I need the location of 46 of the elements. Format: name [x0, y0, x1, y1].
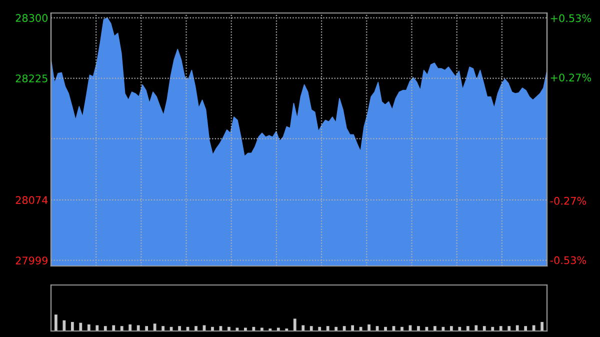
bar	[194, 326, 198, 331]
bar	[351, 325, 354, 331]
y-tick-label: 28225	[16, 74, 48, 82]
bar	[326, 326, 330, 331]
y2-tick-label: -0.27%	[550, 196, 586, 205]
bar	[310, 326, 313, 331]
bar	[293, 318, 296, 331]
y2-tick-label: +0.27%	[550, 74, 592, 82]
bar	[434, 326, 436, 331]
bar	[112, 325, 116, 331]
bar	[87, 324, 90, 331]
y-tick-label: 27999	[16, 256, 48, 264]
bar	[532, 325, 536, 331]
bar	[120, 326, 124, 331]
y2-tick-label: +0.53%	[550, 14, 592, 22]
bar	[482, 326, 486, 331]
bar	[276, 328, 280, 331]
bar	[417, 326, 420, 331]
bar	[508, 326, 511, 331]
bar	[96, 325, 99, 331]
y-tick-label: 28300	[16, 14, 48, 22]
bar	[153, 324, 156, 331]
bar	[178, 326, 181, 331]
bar	[474, 325, 478, 331]
bar	[62, 320, 66, 331]
bar	[450, 326, 453, 331]
bar	[516, 325, 519, 331]
bar	[260, 328, 264, 331]
y2-tick-label: -0.53%	[550, 256, 586, 264]
bar	[128, 324, 132, 331]
bar	[342, 326, 346, 331]
bar	[244, 328, 247, 331]
bar	[368, 324, 370, 331]
bar	[70, 322, 74, 331]
y-tick-label: 28074	[16, 196, 48, 204]
bar	[499, 326, 502, 331]
bar	[302, 325, 305, 331]
bar	[136, 325, 140, 331]
bar	[524, 326, 528, 331]
bar	[104, 326, 107, 331]
bar	[466, 326, 470, 331]
bar	[54, 314, 58, 331]
bar	[162, 326, 164, 331]
bar	[540, 322, 544, 331]
bar	[79, 322, 82, 331]
bar	[145, 326, 148, 331]
